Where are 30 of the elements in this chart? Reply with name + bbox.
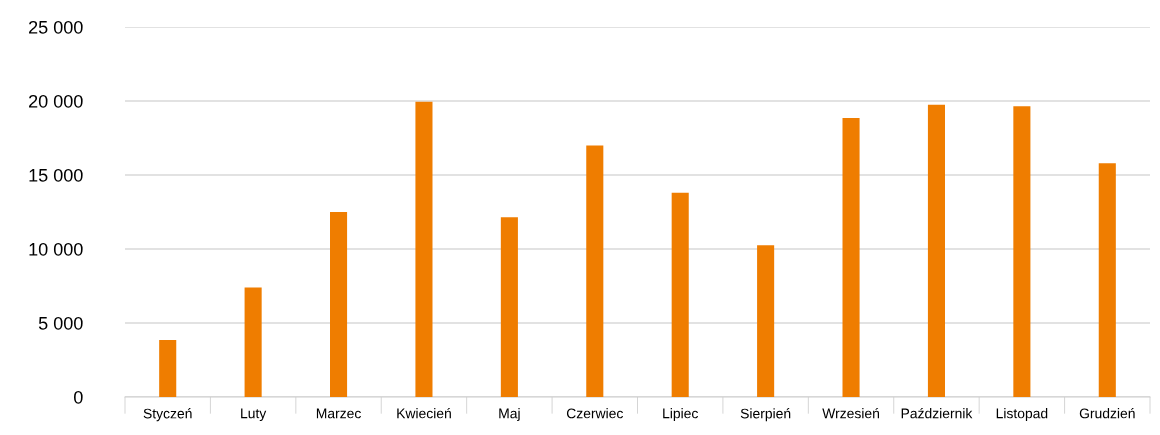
x-tick-label: Marzec xyxy=(316,408,361,419)
bar xyxy=(1013,106,1031,397)
y-tick-label: 25 000 xyxy=(29,20,83,34)
x-tick-label: Grudzień xyxy=(1079,407,1135,419)
x-tick-label: Kwiecień xyxy=(397,407,451,419)
bar xyxy=(757,245,775,397)
y-tick-label: 15 000 xyxy=(29,168,83,182)
bar xyxy=(500,217,518,397)
y-tick-label: 5 000 xyxy=(38,316,83,330)
x-tick-label: Wrzesień xyxy=(822,407,879,419)
x-tick-label: Styczeń xyxy=(143,408,192,422)
bar xyxy=(671,192,689,397)
y-tick-label: 10 000 xyxy=(29,242,83,256)
bar xyxy=(842,118,860,397)
x-tick-label: Luty xyxy=(241,408,267,422)
x-tick-label: Październik xyxy=(901,407,973,419)
bar xyxy=(159,340,177,397)
x-tick-label: Listopad xyxy=(996,408,1048,422)
bar xyxy=(415,101,433,397)
y-tick-label: 0 xyxy=(74,390,83,404)
bar xyxy=(927,104,945,397)
bar xyxy=(586,145,604,397)
bar xyxy=(330,212,348,397)
bar xyxy=(1098,163,1116,397)
bar xyxy=(244,287,262,397)
x-tick-label: Maj xyxy=(499,408,520,422)
x-tick-label: Czerwiec xyxy=(566,408,623,419)
x-tick-label: Sierpień xyxy=(740,408,791,422)
x-tick-label: Lipiec xyxy=(663,408,698,422)
y-tick-label: 20 000 xyxy=(29,94,83,108)
